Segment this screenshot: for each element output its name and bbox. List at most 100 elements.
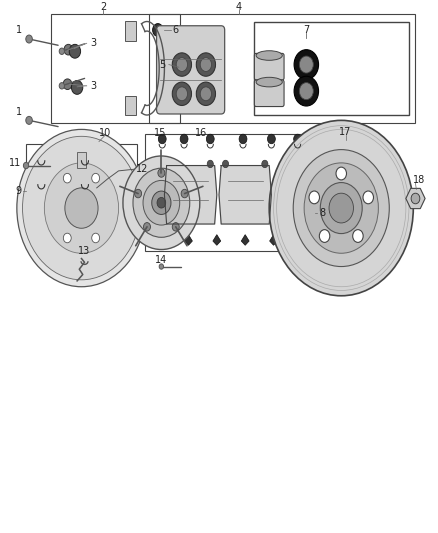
Circle shape	[157, 197, 166, 208]
Polygon shape	[219, 166, 272, 224]
Circle shape	[152, 23, 163, 36]
Circle shape	[144, 223, 151, 231]
Circle shape	[69, 44, 81, 58]
Circle shape	[123, 156, 200, 249]
Polygon shape	[99, 149, 108, 162]
Circle shape	[143, 181, 180, 225]
Circle shape	[23, 163, 28, 169]
Circle shape	[196, 82, 215, 106]
Circle shape	[26, 116, 32, 124]
Circle shape	[134, 189, 141, 198]
Text: 7: 7	[303, 25, 310, 35]
Circle shape	[158, 169, 165, 177]
Polygon shape	[99, 173, 108, 185]
Text: 3: 3	[91, 38, 97, 49]
Circle shape	[59, 48, 64, 54]
Text: 1: 1	[16, 25, 22, 35]
Text: 3: 3	[91, 81, 97, 91]
Circle shape	[299, 83, 313, 100]
Text: 15: 15	[154, 127, 166, 138]
Circle shape	[37, 173, 46, 183]
Circle shape	[200, 58, 212, 71]
Circle shape	[207, 160, 213, 168]
FancyBboxPatch shape	[254, 53, 284, 80]
Circle shape	[181, 189, 188, 198]
Text: 6: 6	[172, 25, 178, 35]
Circle shape	[180, 134, 188, 144]
Circle shape	[92, 173, 99, 183]
Polygon shape	[241, 235, 249, 245]
Circle shape	[133, 168, 190, 237]
Polygon shape	[184, 235, 192, 245]
Circle shape	[37, 149, 46, 160]
Circle shape	[176, 58, 187, 71]
Circle shape	[172, 53, 191, 76]
Circle shape	[411, 193, 420, 204]
Circle shape	[200, 87, 212, 101]
Text: 12: 12	[136, 164, 149, 174]
Circle shape	[92, 233, 99, 243]
Bar	[77, 152, 86, 168]
Text: 4: 4	[236, 2, 242, 12]
Circle shape	[269, 120, 413, 296]
Bar	[149, 14, 416, 123]
Circle shape	[152, 191, 171, 214]
Circle shape	[159, 264, 163, 269]
Text: 18: 18	[413, 175, 425, 185]
Circle shape	[363, 191, 374, 204]
Circle shape	[309, 191, 319, 204]
Circle shape	[64, 44, 73, 55]
Circle shape	[44, 163, 119, 253]
Circle shape	[176, 87, 187, 101]
Circle shape	[319, 230, 330, 243]
Bar	[125, 21, 136, 41]
Text: 11: 11	[9, 158, 21, 168]
Circle shape	[206, 134, 214, 144]
Text: 1: 1	[16, 107, 22, 117]
Circle shape	[353, 230, 363, 243]
Polygon shape	[213, 235, 221, 245]
Circle shape	[64, 233, 71, 243]
Polygon shape	[164, 166, 217, 224]
Text: 5: 5	[159, 60, 166, 69]
Circle shape	[294, 76, 318, 106]
Circle shape	[294, 50, 318, 79]
Circle shape	[239, 134, 247, 144]
Circle shape	[293, 134, 301, 144]
Bar	[254, 22, 409, 115]
Circle shape	[262, 160, 268, 168]
Circle shape	[22, 136, 141, 280]
Polygon shape	[298, 235, 306, 245]
Text: 8: 8	[319, 208, 325, 219]
Ellipse shape	[256, 51, 283, 60]
Circle shape	[59, 83, 64, 89]
Circle shape	[168, 160, 174, 168]
Text: 2: 2	[100, 2, 106, 12]
Text: 14: 14	[155, 255, 167, 265]
Circle shape	[299, 56, 313, 73]
Circle shape	[293, 150, 389, 266]
Circle shape	[320, 183, 362, 233]
Polygon shape	[59, 149, 67, 162]
Text: 10: 10	[99, 127, 111, 138]
Circle shape	[172, 223, 179, 231]
Text: 17: 17	[339, 127, 352, 137]
Circle shape	[63, 79, 72, 90]
Circle shape	[71, 80, 83, 94]
FancyBboxPatch shape	[156, 26, 225, 114]
Text: 9: 9	[15, 186, 21, 196]
Bar	[125, 96, 136, 115]
Circle shape	[329, 193, 353, 223]
Circle shape	[65, 188, 98, 228]
Polygon shape	[59, 173, 67, 185]
Ellipse shape	[256, 77, 283, 87]
Circle shape	[268, 134, 276, 144]
Circle shape	[336, 167, 346, 180]
FancyBboxPatch shape	[254, 80, 284, 107]
Circle shape	[172, 82, 191, 106]
Circle shape	[26, 35, 32, 43]
Circle shape	[17, 130, 146, 287]
Bar	[145, 134, 315, 251]
Circle shape	[196, 53, 215, 76]
Circle shape	[81, 173, 89, 183]
